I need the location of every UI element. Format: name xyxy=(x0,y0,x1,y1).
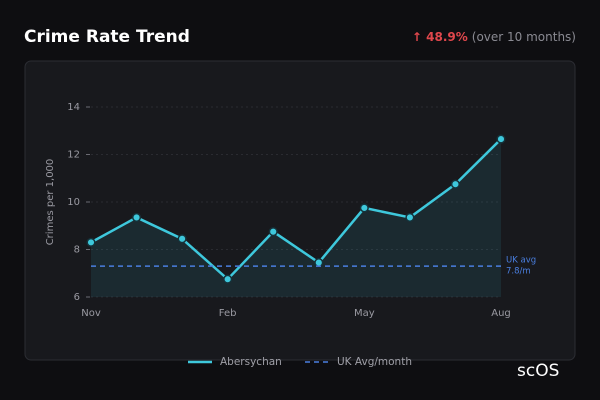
point xyxy=(177,234,187,244)
annotation: 7.8/m xyxy=(506,267,531,277)
point xyxy=(268,227,278,237)
line xyxy=(90,138,502,281)
change-summary: ↑ 48.9% (over 10 months) xyxy=(412,30,576,44)
y-tick-label: 14 xyxy=(67,102,80,113)
y-tick-label: 12 xyxy=(67,150,80,161)
x-tick-label: May xyxy=(354,308,375,319)
x-tick-label: Aug xyxy=(491,308,511,319)
brand: scOS xyxy=(517,361,559,381)
point xyxy=(314,258,324,268)
area xyxy=(91,139,501,297)
y-tick-label: 8 xyxy=(74,245,80,256)
y-axis-title: Crimes per 1,000 xyxy=(45,159,56,246)
legend-label: UK Avg/month xyxy=(337,356,412,368)
change-value: ↑ 48.9% xyxy=(412,30,468,44)
annotation: UK avg xyxy=(506,256,536,266)
x-tick-label: Feb xyxy=(219,308,237,319)
point xyxy=(496,134,506,144)
change-period: (over 10 months) xyxy=(472,30,576,44)
y-tick-label: 6 xyxy=(74,292,80,303)
legend-label: Abersychan xyxy=(220,356,282,368)
y-tick-label: 10 xyxy=(67,197,80,208)
point xyxy=(359,203,369,213)
chart-title: Crime Rate Trend xyxy=(24,27,190,47)
point xyxy=(223,274,233,284)
point xyxy=(405,212,415,222)
x-tick-label: Nov xyxy=(81,308,101,319)
point xyxy=(132,212,142,222)
chart-card xyxy=(24,60,576,361)
point xyxy=(450,179,460,189)
plot: 6 8 10 12 14 Nov Feb May Aug Abersychan UK avg7.8/… xyxy=(67,102,536,368)
point xyxy=(86,237,96,247)
brand-logo: scOS xyxy=(517,361,559,381)
